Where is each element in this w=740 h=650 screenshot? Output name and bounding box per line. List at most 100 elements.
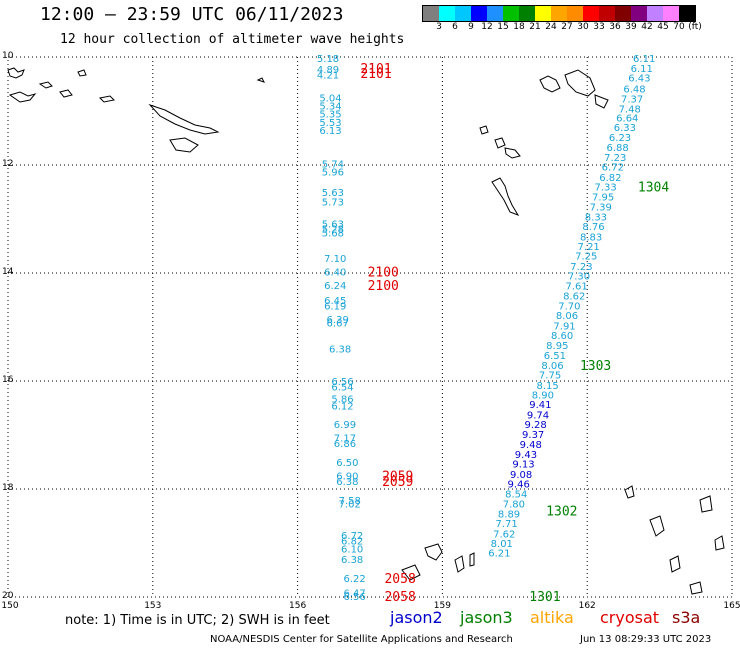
x-tick-label: 153: [144, 601, 162, 611]
coastline-shape: [689, 581, 703, 595]
coastline-shape: [454, 555, 465, 573]
color-swatch: [423, 6, 439, 21]
color-swatch: [471, 6, 487, 21]
mission-label-jason2: jason2: [390, 608, 443, 627]
wave-height-label: 6.48: [623, 84, 645, 95]
coastline-shape: [699, 495, 713, 513]
wave-height-label: 7.37: [621, 95, 643, 106]
wave-height-label: 8.90: [532, 391, 554, 402]
wave-height-label: 6.72: [341, 531, 363, 542]
wave-height-label: 6.23: [609, 133, 631, 144]
wave-height-label: 8.15: [537, 381, 559, 392]
color-swatch: [663, 6, 679, 21]
wave-height-label: 7.33: [594, 183, 616, 194]
coastline-shape: [504, 147, 521, 159]
wave-height-label: 8.83: [580, 232, 602, 243]
y-tick-label: 20: [2, 591, 14, 601]
color-swatch: [439, 6, 455, 21]
y-tick-label: 16: [2, 375, 14, 385]
wave-height-label: 7.75: [539, 371, 561, 382]
wave-height-label: 6.13: [319, 126, 341, 137]
coastline-shape: [564, 69, 596, 97]
footer-credit: NOAA/NESDIS Center for Satellite Applica…: [210, 634, 513, 645]
color-swatch: [615, 6, 631, 21]
coastline-shape: [148, 103, 220, 135]
pass-time-label: 2059: [382, 475, 413, 490]
wave-height-label: 5.86: [331, 394, 353, 405]
wave-height-label: 8.76: [582, 222, 604, 233]
color-swatch: [647, 6, 663, 21]
color-legend-label: 45: [657, 22, 669, 32]
wave-height-label: 9.08: [510, 470, 532, 481]
color-legend-bar: [422, 5, 696, 22]
wave-height-label: 6.86: [334, 439, 356, 450]
coastline-shape: [38, 81, 53, 89]
wave-height-label: 9.46: [508, 480, 530, 491]
color-legend-label: 42: [641, 22, 653, 32]
mission-label-altika: altika: [530, 608, 574, 627]
footer-timestamp: Jun 13 08:29:33 UTC 2023: [580, 634, 712, 645]
color-swatch: [583, 6, 599, 21]
coastline-shape: [494, 137, 506, 149]
pass-time-label: 2058: [384, 572, 415, 587]
wave-height-label: 8.95: [546, 341, 568, 352]
wave-height-label: 6.47: [343, 589, 365, 600]
wave-height-label: 6.88: [607, 143, 629, 154]
coastline-shape: [59, 89, 73, 98]
color-swatch: [535, 6, 551, 21]
wave-height-label: 6.21: [488, 549, 510, 560]
coastline-shape: [539, 75, 561, 93]
coastline-shape: [8, 91, 37, 103]
wave-height-label: 5.35: [319, 110, 341, 121]
coastlines: [7, 67, 725, 595]
pass-time-label: 2101: [360, 67, 391, 82]
coastline-shape: [469, 552, 475, 567]
wave-height-label: 6.54: [331, 382, 353, 393]
chart-title: 12:00 — 23:59 UTC 06/11/2023: [40, 4, 344, 25]
wave-height-label: 9.28: [524, 420, 546, 431]
coastline-shape: [714, 535, 725, 551]
pass-time-label: 2058: [384, 590, 415, 605]
color-swatch: [631, 6, 647, 21]
wave-height-label: 6.11: [631, 64, 653, 75]
coastline-shape: [169, 137, 199, 153]
color-swatch: [487, 6, 503, 21]
wave-height-label: 7.48: [619, 104, 641, 115]
color-legend-label: 18: [513, 22, 525, 32]
coastline-shape: [77, 69, 87, 77]
wave-height-label: 7.21: [578, 242, 600, 253]
wave-height-label: 4.21: [317, 70, 339, 81]
color-legend-label: 39: [625, 22, 637, 32]
y-tick-label: 18: [2, 483, 14, 493]
wave-height-label: 6.38: [329, 345, 351, 356]
y-tick-label: 12: [2, 159, 14, 169]
wave-height-label: 6.82: [599, 173, 621, 184]
color-legend-label: 33: [593, 22, 605, 32]
color-legend-label: 30: [577, 22, 589, 32]
wave-height-label: 5.63: [322, 219, 344, 230]
wave-height-label: 6.24: [324, 281, 346, 292]
wave-height-label: 6.64: [616, 113, 638, 124]
wave-height-label: 5.63: [322, 188, 344, 199]
wave-height-label: 6.39: [327, 315, 349, 326]
color-legend-label: 21: [529, 22, 541, 32]
wave-height-label: 7.25: [575, 252, 597, 263]
color-legend-label: 9: [468, 22, 474, 32]
coastline-shape: [624, 485, 635, 499]
pass-time-label: 2100: [368, 265, 399, 280]
wave-height-label: 6.45: [324, 296, 346, 307]
wave-height-label: 5.28: [322, 225, 344, 236]
pass-time-label: 2100: [368, 279, 399, 294]
wave-height-label: 5.53: [319, 118, 341, 129]
wave-height-label: 6.33: [614, 123, 636, 134]
color-legend-labels: 3 6 9 12 15 18 21 24 27 30 33 36 39 42 45 70 (ft): [422, 0, 722, 40]
y-tick-label: 14: [2, 267, 14, 277]
x-tick-label: 165: [723, 601, 740, 611]
wave-height-label: 6.90: [336, 472, 358, 483]
chart-subtitle: 12 hour collection of altimeter wave hei…: [60, 32, 405, 47]
wave-height-label: 6.99: [334, 420, 356, 431]
color-legend-label: 24: [545, 22, 557, 32]
grid-lines: [8, 57, 732, 597]
